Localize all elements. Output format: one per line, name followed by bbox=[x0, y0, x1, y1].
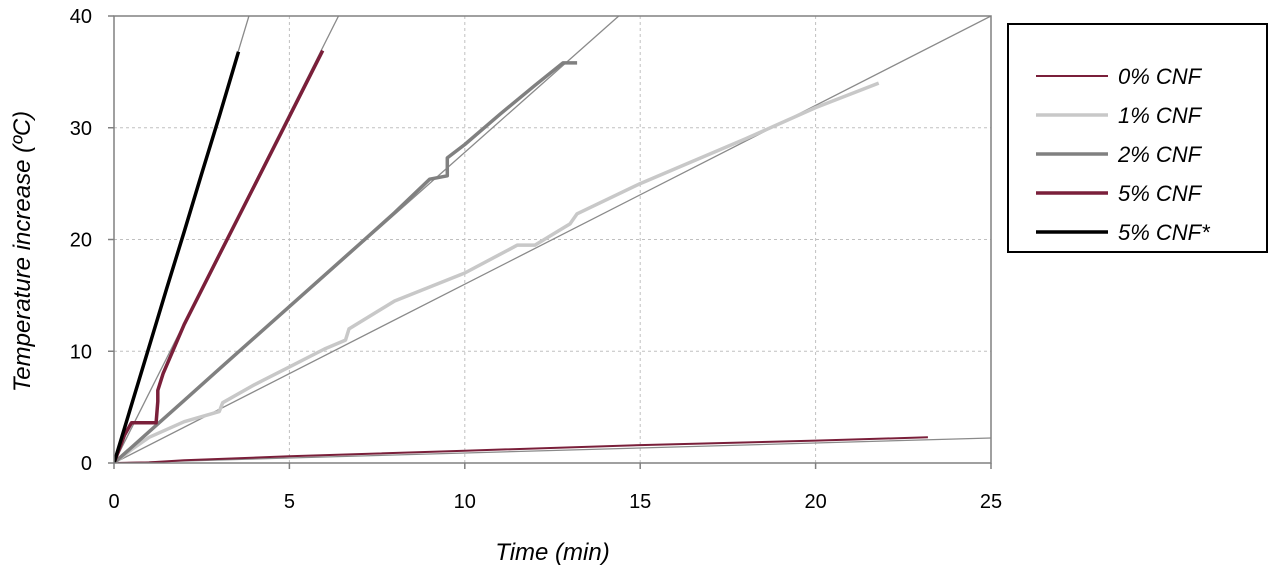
legend: 0% CNF 1% CNF 2% CNF 5% CNF 5% CNF* bbox=[1007, 23, 1268, 253]
series-line bbox=[114, 81, 880, 463]
y-tick-label: 30 bbox=[70, 118, 92, 140]
data-series bbox=[114, 49, 928, 463]
legend-label: 0% CNF bbox=[1118, 64, 1203, 89]
series-line bbox=[114, 61, 578, 463]
series-line bbox=[114, 51, 241, 463]
y-tick-label: 10 bbox=[70, 341, 92, 363]
legend-box bbox=[1007, 23, 1268, 253]
x-tick-label: 15 bbox=[629, 491, 651, 513]
fit-line bbox=[114, 437, 991, 463]
axis-ticks: 0 5 10 15 20 25 0 10 20 30 40 bbox=[70, 6, 1002, 513]
fit-line bbox=[114, 16, 991, 463]
x-tick-label: 0 bbox=[108, 491, 119, 513]
x-tick-label: 25 bbox=[980, 491, 1002, 513]
x-tick-label: 5 bbox=[284, 491, 295, 513]
y-tick-label: 0 bbox=[81, 453, 92, 475]
legend-label: 5% CNF bbox=[1118, 181, 1203, 206]
legend-label: 5% CNF* bbox=[1118, 220, 1211, 245]
x-tick-label: 10 bbox=[454, 491, 476, 513]
legend-label: 2% CNF bbox=[1117, 142, 1203, 167]
series-line bbox=[114, 49, 325, 463]
x-axis-title: Time (min) bbox=[495, 539, 609, 566]
x-tick-label: 20 bbox=[804, 491, 826, 513]
y-tick-label: 40 bbox=[70, 6, 92, 28]
series-line bbox=[114, 436, 928, 463]
y-axis-title: Temperature increase (ºC) bbox=[9, 111, 36, 392]
legend-label: 1% CNF bbox=[1118, 103, 1203, 128]
y-tick-label: 20 bbox=[70, 230, 92, 252]
